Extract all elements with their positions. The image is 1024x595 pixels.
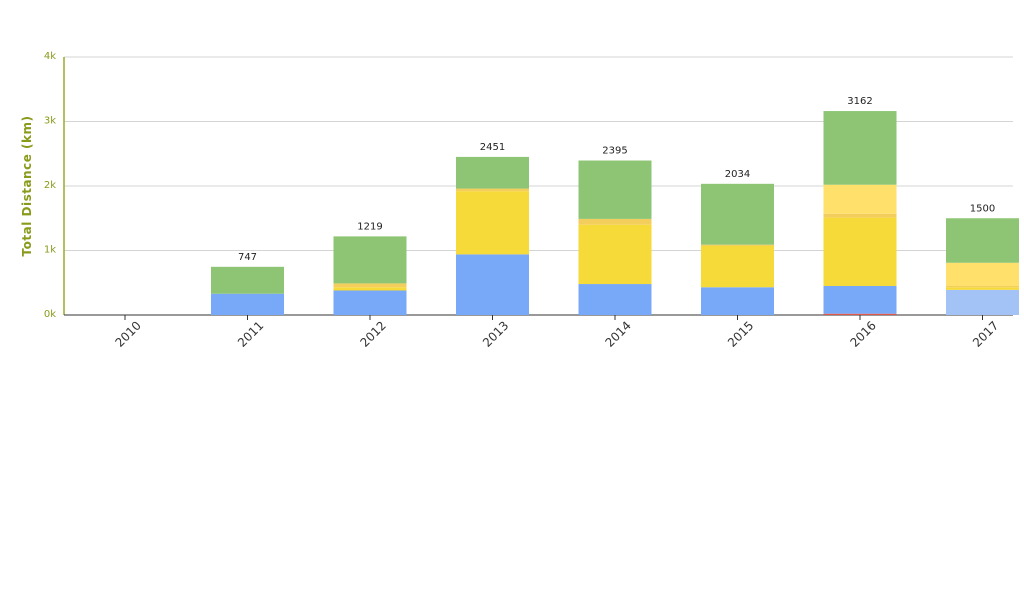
bar-segment[interactable] [823, 213, 897, 218]
bar-segment[interactable] [456, 254, 529, 315]
bar-segment[interactable] [333, 283, 407, 288]
bar-total-label: 747 [238, 252, 257, 263]
x-tick-label: 2013 [480, 318, 511, 349]
bar-total-label: 2451 [480, 142, 505, 153]
bar-segment[interactable] [701, 183, 774, 245]
bar-segment[interactable] [946, 285, 1019, 288]
bar-segment[interactable] [823, 285, 897, 314]
y-tick-label: 4k [44, 51, 56, 62]
x-tick-label: 2010 [112, 318, 143, 349]
y-axis-ticks: 0k 1k 2k 3k 4k [44, 51, 56, 320]
bar-segment[interactable] [333, 287, 407, 291]
bar-segment[interactable] [333, 236, 407, 284]
bar-total-label: 1500 [970, 203, 995, 214]
bar-segment[interactable] [946, 262, 1019, 286]
bar-segment[interactable] [701, 245, 774, 288]
x-tick-label: 2011 [235, 318, 266, 349]
bar-segment[interactable] [946, 218, 1019, 263]
x-tick-label: 2017 [970, 318, 1001, 349]
bar-total-label: 3162 [847, 96, 872, 107]
bar-total-label: 2395 [602, 146, 627, 157]
bar-segment[interactable] [701, 287, 774, 315]
bar-total-label: 2034 [725, 169, 750, 180]
bar-segment[interactable] [456, 156, 529, 189]
bar-segment[interactable] [578, 224, 652, 285]
x-tick-label: 2015 [725, 318, 756, 349]
bar-segment[interactable] [946, 287, 1019, 290]
x-tick-label: 2016 [847, 318, 878, 349]
bar-segment[interactable] [578, 218, 652, 225]
bars [211, 111, 1019, 315]
y-tick-label: 2k [44, 180, 56, 191]
y-tick-label: 0k [44, 309, 56, 320]
y-tick-label: 3k [44, 116, 56, 127]
bar-segment[interactable] [823, 184, 897, 214]
bar-segment[interactable] [211, 266, 284, 294]
bar-segment[interactable] [823, 217, 897, 286]
x-tick-label: 2014 [602, 318, 633, 349]
bar-segment[interactable] [578, 160, 652, 219]
bar-segment[interactable] [946, 289, 1019, 315]
bar-segment[interactable] [701, 244, 774, 246]
bar-segment[interactable] [333, 290, 407, 315]
bar-segment[interactable] [456, 191, 529, 255]
y-tick-label: 1k [44, 245, 56, 256]
bar-segment[interactable] [578, 284, 652, 315]
bar-segment[interactable] [823, 313, 897, 315]
bar-segment[interactable] [823, 111, 897, 185]
x-tick-label: 2012 [357, 318, 388, 349]
y-axis-label: Total Distance (km) [20, 116, 34, 257]
bar-total-label: 1219 [357, 221, 382, 232]
bar-segment[interactable] [456, 188, 529, 192]
total-labels: 747 1219 2451 2395 2034 3162 1500 [238, 96, 995, 263]
bar-segment[interactable] [211, 293, 284, 315]
x-axis-ticks: 2010 2011 2012 2013 2014 2015 2016 2017 [112, 315, 1001, 350]
